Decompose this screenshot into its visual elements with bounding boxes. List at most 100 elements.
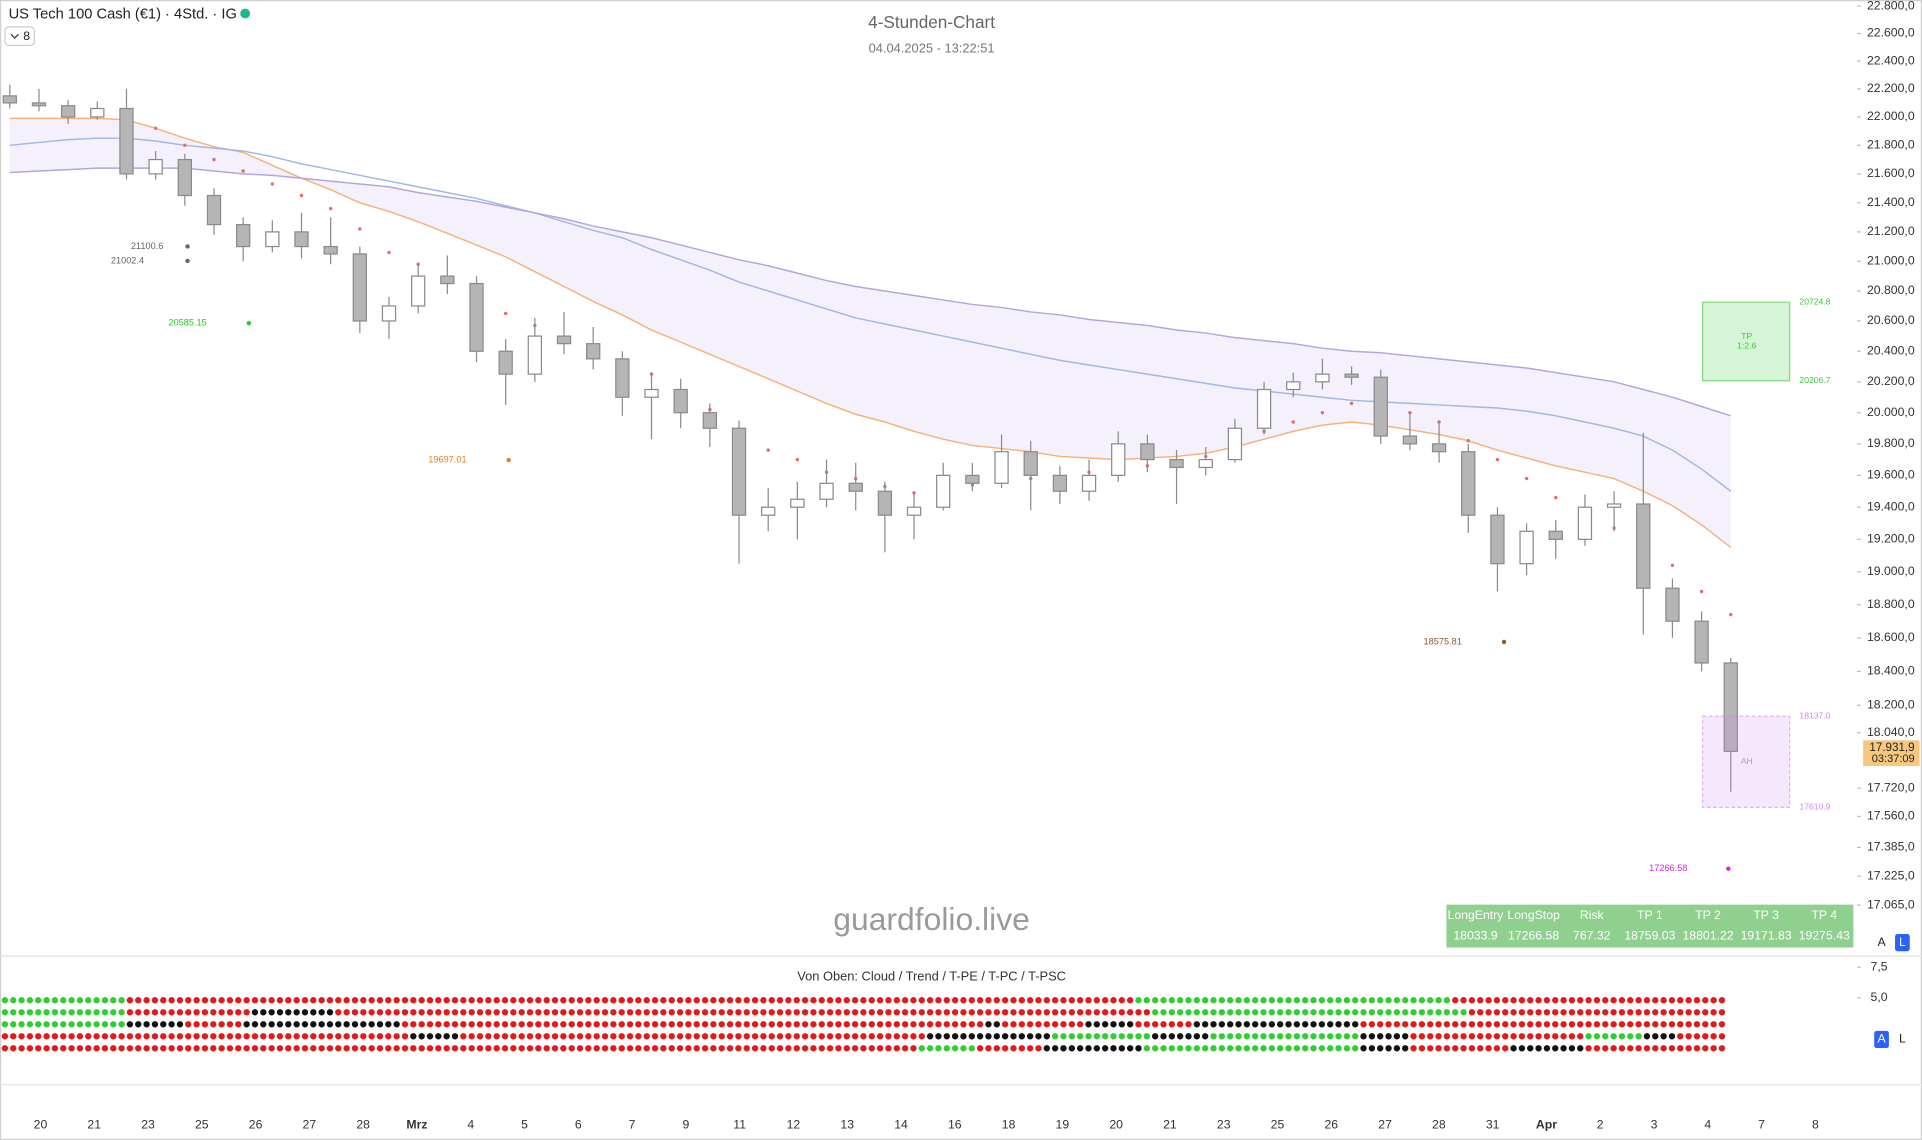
signal-dot (418, 1033, 425, 1040)
signal-dot (1477, 1045, 1484, 1052)
trailing-stop-dot (153, 126, 158, 130)
signal-dot (476, 1021, 484, 1028)
signal-dot (101, 1021, 109, 1028)
signal-dot (143, 1021, 150, 1028)
level-dot (1501, 639, 1507, 645)
signal-dot (1377, 1009, 1384, 1016)
signal-dot (1568, 1009, 1576, 1016)
zone-text: 1:2.6 (1737, 341, 1756, 351)
signal-dot (1043, 1045, 1050, 1052)
table-value: 19275.43 (1799, 929, 1850, 943)
signal-dot (1627, 1021, 1634, 1028)
candle-body (1169, 458, 1184, 469)
signal-dot (1535, 1009, 1542, 1016)
signal-dot (1510, 1045, 1517, 1052)
signal-dot (451, 997, 459, 1004)
signal-dot (1085, 1033, 1092, 1040)
signal-dot (1, 1033, 9, 1040)
signal-dot (376, 997, 384, 1004)
signal-dot (1435, 1045, 1442, 1052)
signal-dot (676, 997, 684, 1004)
signal-dot (1410, 1009, 1417, 1016)
signal-dot (926, 1045, 934, 1052)
signal-dot (1468, 997, 1476, 1004)
signal-dot (1277, 1009, 1284, 1016)
signal-dot (1110, 1045, 1117, 1052)
scale-button[interactable]: A (1877, 1032, 1886, 1046)
signal-dot (735, 1009, 742, 1016)
level-label: 18575.81 (1424, 636, 1462, 646)
x-tick-label: 26 (249, 1118, 263, 1132)
signal-dot (1643, 1021, 1651, 1028)
candle-body (731, 427, 747, 516)
signal-dot (1018, 1045, 1025, 1052)
signal-dot (376, 1021, 384, 1028)
x-tick-label: 14 (894, 1118, 908, 1132)
signal-dot (610, 1021, 617, 1028)
y-tick-label: 17.720,0 (1867, 780, 1915, 794)
scale-button[interactable]: L (1899, 935, 1906, 949)
signal-dot (393, 1009, 400, 1016)
candle-body (790, 498, 805, 508)
signal-dot (568, 1045, 575, 1052)
signal-dot (1602, 1033, 1609, 1040)
signal-dot (1652, 1033, 1659, 1040)
signal-dot (901, 997, 909, 1004)
signal-dot (668, 1033, 675, 1040)
signal-dot (1210, 997, 1217, 1004)
signal-dot (1243, 1045, 1251, 1052)
zone-bottom-label: 17610.9 (1799, 802, 1830, 812)
signal-dot (1368, 1009, 1376, 1016)
signal-dot (1185, 1021, 1192, 1028)
scale-button[interactable]: A (1877, 935, 1886, 949)
signal-dot (943, 997, 950, 1004)
trailing-stop-dot (328, 206, 333, 211)
signal-dot (1118, 1045, 1126, 1052)
signal-dot (1418, 1033, 1426, 1040)
signal-dot (43, 1033, 50, 1040)
signal-dot (51, 997, 59, 1004)
scale-button[interactable]: L (1899, 1032, 1906, 1046)
signal-dot (1660, 1009, 1667, 1016)
signal-dot (118, 1045, 125, 1052)
signal-dot (51, 1021, 59, 1028)
signal-dot (601, 997, 609, 1004)
signal-dot (401, 1045, 409, 1052)
signal-dot (235, 1033, 242, 1040)
signal-dot (193, 997, 200, 1004)
signal-dot (1568, 1021, 1576, 1028)
signal-dot (1051, 997, 1059, 1004)
signal-dot (1693, 1009, 1701, 1016)
signal-dot (160, 997, 167, 1004)
signal-dot (826, 1045, 834, 1052)
chart-subtitle: 04.04.2025 - 13:22:51 (869, 40, 995, 55)
signal-dot (743, 1033, 750, 1040)
interval-button[interactable]: 8 (4, 26, 35, 46)
signal-dot (1168, 1021, 1176, 1028)
signal-dot (1302, 1045, 1309, 1052)
signal-dot (1160, 1045, 1167, 1052)
signal-dot (243, 1045, 250, 1052)
signal-dot (176, 1033, 184, 1040)
candle-body (235, 223, 251, 248)
signal-dot (876, 1033, 884, 1040)
y-tick-label: 18.600,0 (1867, 630, 1915, 644)
signal-dot (1693, 1045, 1701, 1052)
signal-dot (135, 1021, 142, 1028)
signal-dot (751, 1009, 759, 1016)
signal-dot (426, 1045, 434, 1052)
signal-dot (1577, 1033, 1584, 1040)
x-tick-label: 16 (948, 1118, 962, 1132)
signal-dot (651, 1009, 659, 1016)
signal-dot (393, 997, 400, 1004)
signal-dot (126, 997, 134, 1004)
candle-body (936, 474, 951, 508)
signal-dot (1093, 997, 1101, 1004)
signal-dot (360, 1033, 367, 1040)
signal-dot (1352, 1009, 1359, 1016)
signal-dot (76, 1045, 84, 1052)
signal-dot (843, 1045, 850, 1052)
signal-dot (718, 1021, 725, 1028)
signal-dot (460, 1045, 467, 1052)
trailing-stop-dot (1495, 457, 1500, 462)
